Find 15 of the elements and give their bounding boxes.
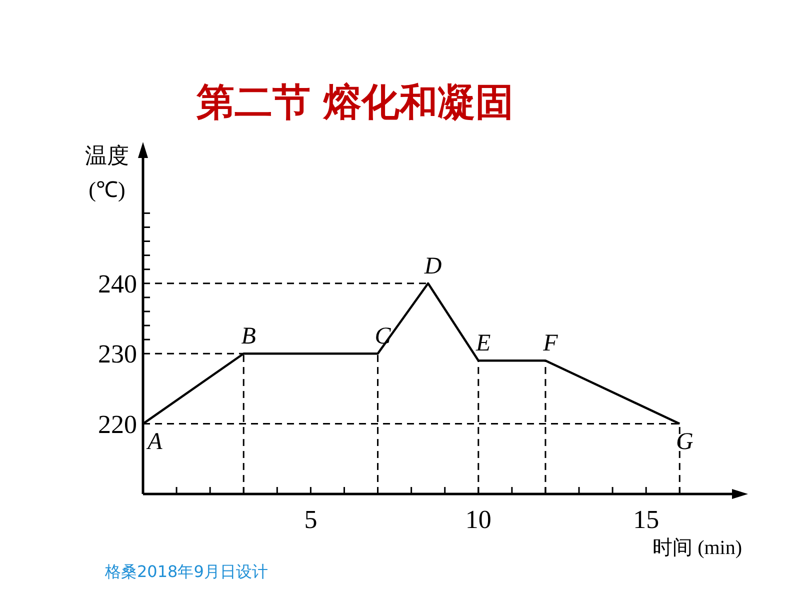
annotation: D: [423, 253, 442, 280]
text: 格桑2018年9月日设计: [104, 562, 268, 581]
y-tick-label: 240: [98, 269, 137, 298]
x-tick-label: 10: [465, 505, 492, 534]
x-axis-title: 时间 (min): [652, 537, 742, 559]
x-tick-label: 15: [633, 505, 660, 534]
annotation: B: [241, 324, 256, 350]
annotation: E: [475, 330, 492, 357]
y-axis-title: 温度 (℃): [85, 143, 129, 202]
x-tick-label: 5: [304, 505, 318, 534]
y-tick-label: 230: [98, 340, 137, 369]
annotation: F: [542, 330, 558, 357]
y-tick-label: 220: [98, 410, 137, 439]
chart-title: 第二节 熔化和凝固: [195, 80, 514, 124]
annotation: A: [146, 428, 163, 455]
